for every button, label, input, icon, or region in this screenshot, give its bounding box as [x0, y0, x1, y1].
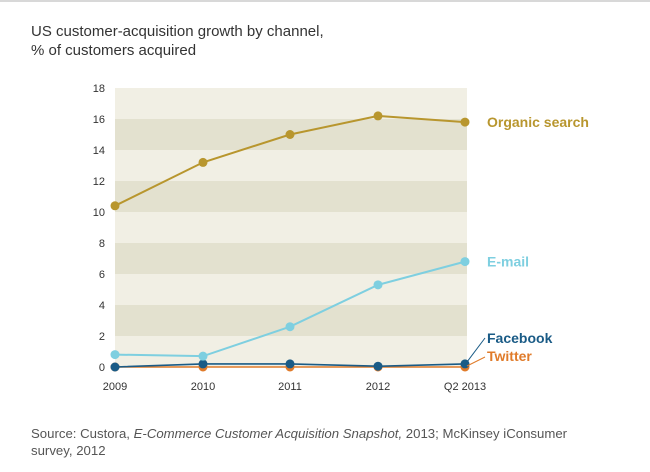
data-point — [460, 117, 470, 127]
data-point — [198, 359, 208, 369]
data-point — [110, 350, 120, 360]
y-tick-label: 8 — [99, 238, 105, 250]
grid-band — [115, 243, 467, 274]
x-tick-label: 2011 — [278, 381, 302, 393]
chart-title-line-2: % of customers acquired — [31, 42, 197, 59]
series-label: E-mail — [487, 254, 529, 270]
data-point — [373, 280, 383, 290]
grid-band — [115, 150, 467, 181]
y-tick-label: 14 — [93, 145, 105, 157]
twitter-leader-line — [466, 356, 486, 367]
top-divider — [0, 0, 650, 2]
y-tick-label: 2 — [99, 331, 105, 343]
chart-title-line-1: US customer-acquisition growth by channe… — [31, 23, 324, 40]
source-line-2: survey, 2012 — [31, 443, 106, 458]
y-tick-label: 0 — [99, 362, 105, 374]
chart-title: US customer-acquisition growth by channe… — [31, 22, 324, 60]
x-tick-label: Q2 2013 — [444, 381, 486, 393]
data-point — [373, 111, 383, 121]
source-italic-title: E-Commerce Customer Acquisition Snapshot… — [133, 426, 403, 441]
data-point — [110, 362, 120, 372]
data-point — [285, 322, 295, 332]
data-point — [460, 257, 470, 267]
y-tick-label: 18 — [93, 83, 105, 95]
y-tick-label: 6 — [99, 269, 105, 281]
data-point — [198, 351, 208, 361]
source-note: Source: Custora, E-Commerce Customer Acq… — [31, 425, 611, 459]
facebook-leader-line — [466, 337, 486, 363]
y-tick-label: 4 — [99, 300, 105, 312]
series-label: Organic search — [487, 114, 589, 130]
data-point — [285, 359, 295, 369]
y-tick-label: 10 — [93, 207, 105, 219]
series-label: Facebook — [487, 330, 553, 346]
x-tick-label: 2009 — [103, 381, 127, 393]
grid-band — [115, 274, 467, 305]
source-prefix: Source: Custora, — [31, 426, 134, 441]
grid-band — [115, 181, 467, 212]
series-label: Twitter — [487, 348, 532, 364]
x-tick-label: 2010 — [191, 381, 215, 393]
line-chart: 0 2 4 6 8 10 12 14 16 18 2009 2010 2011 2012 Q2 2013 Or… — [93, 83, 589, 393]
y-tick-label: 12 — [93, 176, 105, 188]
grid-band — [115, 212, 467, 243]
source-rest: 2013; McKinsey iConsumer — [402, 426, 568, 441]
data-point — [198, 157, 208, 167]
y-tick-label: 16 — [93, 114, 105, 126]
data-point — [373, 361, 383, 371]
grid-band — [115, 88, 467, 119]
data-point — [285, 130, 295, 139]
data-point — [110, 201, 120, 211]
x-tick-label: 2012 — [366, 381, 390, 393]
grid-band — [115, 305, 467, 336]
